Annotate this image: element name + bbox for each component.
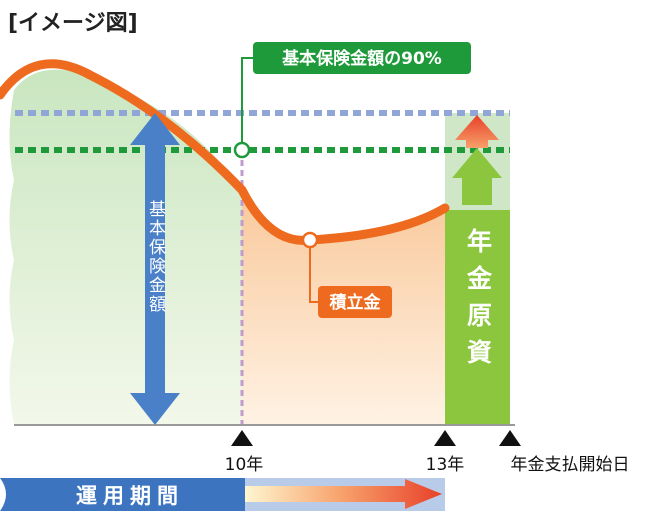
ninety-box: [253, 42, 471, 74]
leader: [241, 57, 253, 143]
annuity-bar: [445, 210, 510, 425]
period-box: [0, 478, 245, 511]
reserve-label: 積立金: [330, 292, 382, 313]
year13-label: 13年: [426, 455, 465, 475]
period-arrow: [245, 479, 442, 509]
year10-label: 10年: [225, 455, 264, 475]
reserve-curve: [0, 59, 450, 245]
title: [イメージ図]: [8, 11, 138, 36]
marker: [233, 141, 251, 159]
tick: [231, 430, 253, 446]
tick: [499, 430, 521, 446]
marker: [301, 231, 319, 249]
ninety-label: 基本保険金額の90%: [281, 48, 442, 69]
red-up-arrow: [455, 115, 499, 148]
start-label: 年金支払開始日: [511, 455, 630, 475]
leader: [309, 247, 318, 303]
reserve-box: [318, 286, 392, 318]
green-area: [9, 69, 242, 425]
annuity-fund-label: 年金原資: [464, 227, 494, 376]
period-label: 運用期間: [76, 484, 184, 508]
basic-amount-label: 基本保険金額: [145, 200, 166, 314]
double-arrow: [130, 113, 180, 425]
green-up-arrow: [452, 148, 502, 205]
tick: [434, 430, 456, 446]
